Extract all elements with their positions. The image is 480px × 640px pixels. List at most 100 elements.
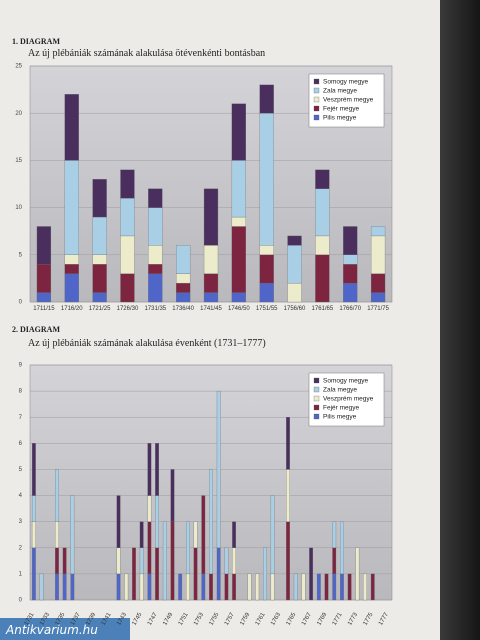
legend-swatch [313, 386, 320, 393]
y-tick-label: 3 [19, 519, 23, 525]
chart-title: Az új plébániák számának alakulása ötéve… [28, 48, 265, 59]
bar-segment [224, 573, 229, 601]
x-tick-label: 1749 [162, 611, 174, 626]
bar-segment [147, 573, 152, 601]
x-tick-label: 1716/20 [61, 306, 83, 312]
legend-box [308, 372, 385, 427]
legend-label: Veszprém megye [323, 97, 374, 104]
bar-segment [309, 547, 314, 601]
bar-segment [120, 235, 135, 274]
bar-segment [259, 245, 274, 255]
legend-label: Veszprém megye [323, 396, 374, 403]
bar-segment [370, 226, 386, 237]
y-tick-label: 20 [15, 111, 22, 117]
bar-segment [216, 390, 221, 548]
bar-segment [201, 573, 206, 601]
x-tick-label: 1775 [363, 611, 375, 626]
bar-segment [176, 292, 191, 303]
bar-segment [247, 573, 252, 601]
bar-segment [231, 216, 246, 227]
bar-segment [232, 547, 236, 575]
x-tick-label: 1756/60 [284, 306, 306, 312]
bar-segment [355, 547, 360, 601]
x-tick-label: 1769 [316, 611, 328, 626]
chart-title: Az új plébániák számának alakulása évenk… [28, 338, 266, 349]
bar-segment [231, 226, 246, 293]
bar-segment [370, 573, 375, 601]
bar-segment [139, 521, 144, 548]
x-tick-label: 1746/50 [228, 306, 250, 312]
x-tick-label: 1757 [224, 611, 236, 626]
watermark-bg [0, 618, 130, 640]
x-tick-label: 1753 [193, 611, 205, 626]
x-tick-label: 1773 [347, 611, 359, 626]
x-tick-label: 1731/35 [144, 306, 166, 312]
bar-segment [315, 169, 330, 189]
legend-label: Fejér megye [323, 405, 360, 412]
x-tick-label: 1745 [132, 611, 144, 626]
bar-segment [170, 521, 175, 601]
bar-segment [231, 160, 246, 218]
bar-segment [178, 573, 183, 601]
bar-segment [62, 573, 67, 601]
bar-segment [209, 573, 213, 601]
bar-segment [92, 254, 107, 265]
bar-segment [315, 254, 330, 303]
bar-segment [55, 469, 59, 522]
bar-segment [148, 264, 163, 274]
bar-segment [186, 521, 190, 575]
bar-segment [193, 547, 198, 601]
legend-label: Pilis megye [323, 115, 357, 122]
diagram-label: 2. DIAGRAM [12, 325, 60, 334]
x-tick-label: 1766/70 [339, 306, 361, 312]
x-tick-label: 1777 [378, 611, 390, 626]
y-tick-label: 2 [19, 545, 23, 551]
bar-segment [176, 273, 191, 284]
bar-segment [224, 547, 229, 575]
legend-label: Pilis megye [323, 414, 357, 421]
bar-segment [231, 292, 246, 303]
diagram-label: 1. DIAGRAM [12, 37, 60, 46]
bar-segment [259, 84, 274, 114]
x-tick-label: 1751 [178, 611, 190, 626]
bar-segment [347, 573, 352, 601]
bar-segment [162, 521, 167, 601]
bar-segment [301, 573, 306, 601]
x-tick-label: 1763 [270, 611, 282, 626]
bar-segment [186, 573, 190, 601]
bar-segment [255, 573, 260, 601]
x-tick-label: 1761 [255, 611, 267, 626]
bar-segment [116, 495, 121, 548]
bar-segment [155, 443, 159, 496]
bar-segment [92, 179, 107, 218]
bar-segment [263, 547, 267, 601]
bar-segment [231, 103, 246, 161]
x-tick-label: 1755 [209, 611, 221, 626]
bar-segment [193, 521, 198, 548]
legend-swatch [313, 404, 320, 411]
x-tick-label: 1741/45 [200, 306, 222, 312]
y-tick-label: 1 [19, 571, 23, 577]
y-tick-label: 4 [19, 493, 23, 499]
bar-segment [31, 495, 36, 522]
bar-segment [259, 282, 274, 303]
bar-segment [120, 273, 135, 303]
bar-segment [286, 469, 290, 522]
y-tick-label: 10 [15, 205, 22, 211]
bar-segment [316, 573, 321, 601]
legend-swatch [313, 87, 320, 94]
bar-segment [64, 254, 79, 265]
bar-segment [176, 282, 191, 293]
bar-segment [147, 443, 152, 496]
x-tick-label: 1759 [239, 611, 251, 626]
bar-segment [324, 573, 329, 601]
legend-swatch [313, 105, 320, 112]
bar-segment [36, 292, 52, 303]
legend-swatch [313, 413, 320, 420]
x-tick-label: 1721/25 [89, 306, 111, 312]
bar-segment [370, 273, 386, 293]
y-tick-label: 8 [19, 389, 23, 395]
bar-segment [270, 573, 275, 601]
y-tick-label: 7 [19, 415, 23, 421]
